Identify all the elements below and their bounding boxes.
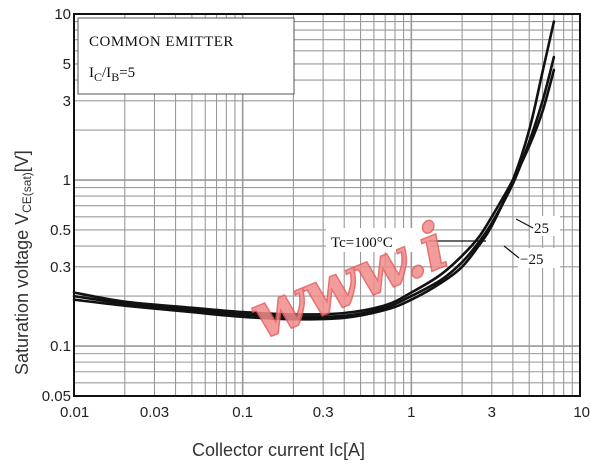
condition-line1: COMMON EMITTER: [89, 34, 234, 50]
y-tick-label: 0.3: [50, 259, 71, 276]
series-line: [72, 20, 556, 321]
x-tick-label: 0.03: [140, 404, 169, 421]
y-tick-label: 10: [54, 6, 71, 23]
y-tick-label: 0.1: [50, 338, 71, 355]
x-tick-labels: 0.01 0.03 0.1 0.3 1 3 10: [60, 404, 590, 421]
plot-frame: [73, 13, 581, 397]
condition-box: COMMON EMITTER IC/IB=5: [77, 17, 295, 95]
condition-line2: IC/IB=5: [89, 65, 135, 84]
x-tick-label: 1: [407, 404, 415, 421]
x-tick-label: 0.01: [60, 404, 89, 421]
curve-group: [72, 20, 556, 321]
x-tick-label: 3: [488, 404, 496, 421]
series-line: [72, 68, 556, 316]
label-tc100: Tc=100°C: [331, 235, 393, 251]
y-tick-labels: 0.05 0.1 0.3 0.5 1 3 5 10: [42, 6, 71, 405]
x-tick-label: 0.3: [313, 404, 334, 421]
label-minus25-leader: [503, 245, 520, 259]
y-tick-label: 0.05: [42, 388, 71, 405]
y-tick-label: 3: [63, 93, 71, 110]
y-tick-label: 0.5: [50, 222, 71, 239]
y-tick-label: 5: [63, 56, 71, 73]
label-25-leader: [515, 218, 534, 229]
x-axis-title: Collector current Ic[A]: [192, 440, 365, 460]
label-25: 25: [534, 221, 549, 237]
y-tick-label: 1: [63, 172, 71, 189]
label-minus25: −25: [520, 252, 543, 268]
x-tick-label: 10: [573, 404, 590, 421]
curve-labels: Tc=100°C 25 −25: [326, 216, 560, 268]
y-axis-title: Saturation voltage VCE(sat)[V]: [12, 150, 34, 375]
x-tick-label: 0.1: [232, 404, 253, 421]
